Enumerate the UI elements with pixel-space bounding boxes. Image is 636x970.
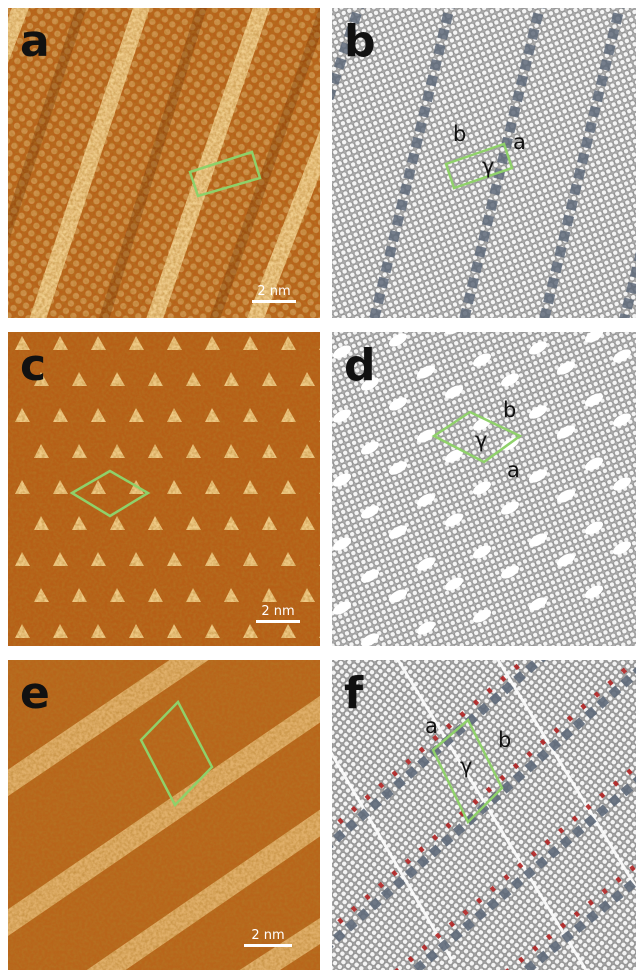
model-void (444, 513, 464, 527)
model-void (528, 597, 548, 611)
stm-image-c: c 2 nm (8, 332, 320, 646)
model-void (472, 353, 492, 367)
panel-label-d: d (344, 340, 376, 391)
stm-image-e-graphic (8, 660, 320, 970)
model-d-graphic (332, 332, 636, 646)
model-f: f a b γ (332, 660, 636, 970)
lattice-angle-label-b: γ (482, 154, 495, 178)
unit-cell-c (69, 469, 151, 518)
model-void (612, 413, 632, 427)
panel-label-e: e (20, 668, 50, 719)
panel-label-b: b (344, 16, 376, 67)
scale-bar-a-line (252, 300, 296, 303)
model-void (416, 365, 436, 379)
unit-cell-f (431, 718, 504, 825)
scale-bar-a-label: 2 nm (257, 284, 291, 299)
model-void (332, 601, 352, 615)
model-void (528, 469, 548, 483)
model-void (500, 501, 520, 515)
scale-bar-e-line (244, 944, 292, 947)
panel-label-a: a (20, 16, 50, 67)
stm-image-c-graphic (8, 332, 320, 646)
model-void (612, 541, 632, 555)
model-void (360, 441, 380, 455)
model-void (388, 397, 408, 411)
scale-bar-c: 2 nm (256, 604, 300, 623)
model-void (360, 505, 380, 519)
lattice-vector-b-label-f: b (498, 728, 512, 752)
model-void (500, 373, 520, 387)
unit-cell-b (444, 142, 514, 190)
model-void (444, 577, 464, 591)
lattice-vector-b-label: b (453, 122, 467, 146)
scale-bar-c-line (256, 620, 300, 623)
model-void (332, 409, 352, 423)
model-void (388, 461, 408, 475)
model-void (444, 385, 464, 399)
model-void (472, 609, 492, 623)
panel-label-c: c (20, 340, 47, 391)
scale-bar-a: 2 nm (252, 284, 296, 303)
stm-image-e: e 2 nm (8, 660, 320, 970)
lattice-vector-a-label: a (513, 130, 526, 154)
model-void (416, 429, 436, 443)
lattice-vector-a-label-f: a (425, 714, 438, 738)
model-void (500, 565, 520, 579)
model-void (556, 425, 576, 439)
model-void (388, 525, 408, 539)
model-void (388, 333, 408, 347)
unit-cell-a (188, 150, 262, 198)
model-void (360, 633, 380, 646)
model-void (612, 349, 632, 363)
model-void (388, 589, 408, 603)
model-void (556, 553, 576, 567)
scale-bar-e-label: 2 nm (251, 928, 285, 943)
model-void (584, 457, 604, 471)
model-f-graphic (332, 660, 636, 970)
unit-cell-e (139, 699, 214, 808)
model-void (528, 341, 548, 355)
model-void (360, 377, 380, 391)
model-void (416, 621, 436, 635)
model-void (556, 361, 576, 375)
model-void (556, 489, 576, 503)
lattice-angle-label-f: γ (460, 754, 473, 778)
panel-label-f: f (344, 668, 364, 719)
model-void (584, 393, 604, 407)
scale-bar-c-label: 2 nm (261, 604, 295, 619)
stm-image-a: a 2 nm (8, 8, 320, 318)
model-void (332, 537, 352, 551)
model-b-graphic (332, 8, 636, 318)
lattice-vector-a-label-d: a (507, 458, 520, 482)
model-void (332, 345, 352, 359)
model-b: b b a γ (332, 8, 636, 318)
unit-cell-d (431, 410, 523, 464)
scale-bar-e: 2 nm (244, 928, 292, 947)
model-void (360, 569, 380, 583)
model-void (612, 477, 632, 491)
model-void (584, 332, 604, 343)
model-void (472, 545, 492, 559)
model-void (528, 405, 548, 419)
model-void (528, 533, 548, 547)
model-void (444, 449, 464, 463)
model-d: d b γ a (332, 332, 636, 646)
model-void (584, 585, 604, 599)
model-void (416, 557, 436, 571)
model-void (472, 481, 492, 495)
model-void (416, 493, 436, 507)
model-void (584, 521, 604, 535)
stm-image-a-graphic (8, 8, 320, 318)
lattice-angle-label-d: γ (475, 428, 488, 452)
lattice-vector-b-label-d: b (503, 398, 517, 422)
model-void (332, 473, 352, 487)
